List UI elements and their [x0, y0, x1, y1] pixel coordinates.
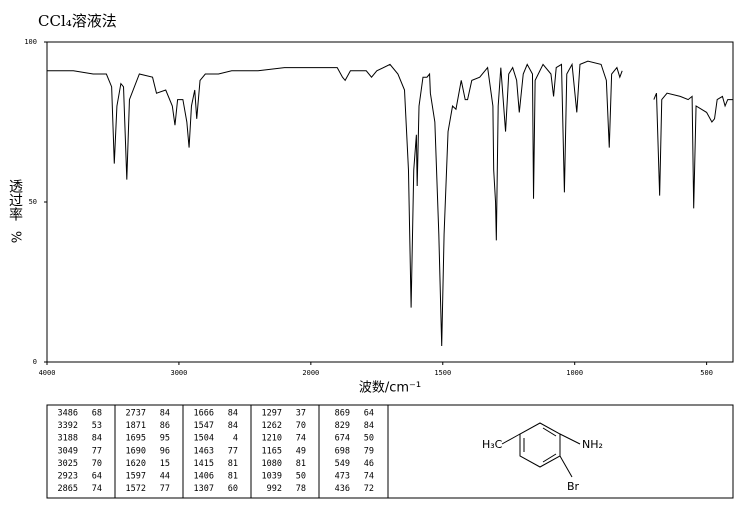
peak-transmittance: 79: [364, 446, 374, 456]
y-axis-unit: %: [8, 231, 23, 243]
y-tick-label: 100: [24, 38, 37, 46]
plot-frame: [46, 41, 734, 363]
peak-wavenumber: 1262: [262, 421, 282, 431]
x-tick-label: 2000: [302, 369, 319, 377]
peak-transmittance: 84: [228, 409, 238, 419]
peak-transmittance: 84: [160, 409, 170, 419]
peak-wavenumber: 698: [335, 446, 350, 456]
peak-wavenumber: 3486: [58, 409, 78, 419]
y-axis-label: 透过率: [7, 179, 23, 221]
peak-wavenumber: 3025: [58, 459, 78, 469]
peak-transmittance: 50: [296, 472, 306, 482]
peak-wavenumber: 1620: [126, 459, 146, 469]
peak-wavenumber: 2737: [126, 409, 146, 419]
peak-wavenumber: 1080: [262, 459, 282, 469]
peak-wavenumber: 1210: [262, 434, 282, 444]
peak-wavenumber: 1666: [194, 409, 214, 419]
peak-wavenumber: 1415: [194, 459, 214, 469]
peak-wavenumber: 1871: [126, 421, 146, 431]
peak-wavenumber: 2923: [58, 472, 78, 482]
peak-wavenumber: 1690: [126, 446, 146, 456]
peak-transmittance: 68: [92, 409, 102, 419]
benzene-ring: [501, 422, 581, 478]
peak-transmittance: 15: [160, 459, 170, 469]
peak-wavenumber: 1165: [262, 446, 282, 456]
peak-transmittance: 37: [296, 409, 306, 419]
peak-transmittance: 74: [92, 484, 102, 494]
peak-wavenumber: 674: [335, 434, 350, 444]
structure-label: NH₂: [582, 438, 603, 451]
peak-wavenumber: 3049: [58, 446, 78, 456]
peak-transmittance: 50: [364, 434, 374, 444]
peak-transmittance: 46: [364, 459, 374, 469]
peak-wavenumber: 1547: [194, 421, 214, 431]
peak-wavenumber: 436: [335, 484, 350, 494]
peak-transmittance: 78: [296, 484, 306, 494]
peak-transmittance: 81: [228, 459, 238, 469]
x-tick-label: 1500: [434, 369, 451, 377]
peak-wavenumber: 869: [335, 409, 350, 419]
peak-transmittance: 96: [160, 446, 170, 456]
peak-transmittance: 64: [364, 409, 374, 419]
structure-label: Br: [567, 480, 580, 493]
peak-wavenumber: 1463: [194, 446, 214, 456]
y-tick-label: 0: [33, 358, 37, 366]
peak-wavenumber: 1039: [262, 472, 282, 482]
peak-transmittance: 44: [160, 472, 170, 482]
chart-title: CCl₄溶液法: [38, 12, 117, 30]
peak-transmittance: 60: [228, 484, 238, 494]
x-tick-label: 1000: [566, 369, 583, 377]
spectrum-line: [47, 60, 733, 347]
peak-transmittance: 4: [233, 434, 238, 444]
x-tick-label: 4000: [39, 369, 56, 377]
peak-wavenumber: 3188: [58, 434, 78, 444]
peak-transmittance: 72: [364, 484, 374, 494]
peak-transmittance: 81: [228, 472, 238, 482]
peak-transmittance: 84: [92, 434, 102, 444]
peak-wavenumber: 1307: [194, 484, 214, 494]
peak-wavenumber: 992: [267, 484, 282, 494]
peak-wavenumber: 1572: [126, 484, 146, 494]
peak-transmittance: 70: [92, 459, 102, 469]
peak-transmittance: 74: [364, 472, 374, 482]
peak-wavenumber: 549: [335, 459, 350, 469]
peak-transmittance: 77: [160, 484, 170, 494]
peak-wavenumber: 1297: [262, 409, 282, 419]
peak-transmittance: 49: [296, 446, 306, 456]
table-frame: [46, 404, 734, 499]
peak-wavenumber: 473: [335, 472, 350, 482]
peak-wavenumber: 1504: [194, 434, 214, 444]
peak-wavenumber: 1406: [194, 472, 214, 482]
peak-transmittance: 84: [228, 421, 238, 431]
table-dividers: [114, 405, 389, 498]
peak-transmittance: 77: [92, 446, 102, 456]
peak-wavenumber: 2865: [58, 484, 78, 494]
x-tick-label: 3000: [170, 369, 187, 377]
x-axis-label: 波数/cm⁻¹: [359, 381, 421, 396]
peak-transmittance: 74: [296, 434, 306, 444]
structure-label: H₃C: [482, 438, 503, 451]
peak-transmittance: 53: [92, 421, 102, 431]
peak-transmittance: 77: [228, 446, 238, 456]
peak-wavenumber: 1597: [126, 472, 146, 482]
y-tick-label: 50: [29, 198, 37, 206]
peak-transmittance: 95: [160, 434, 170, 444]
peak-transmittance: 64: [92, 472, 102, 482]
peak-transmittance: 84: [364, 421, 374, 431]
x-tick-label: 500: [700, 369, 713, 377]
peak-wavenumber: 1695: [126, 434, 146, 444]
peak-wavenumber: 3392: [58, 421, 78, 431]
peak-transmittance: 86: [160, 421, 170, 431]
peak-transmittance: 70: [296, 421, 306, 431]
peak-wavenumber: 829: [335, 421, 350, 431]
peak-transmittance: 81: [296, 459, 306, 469]
